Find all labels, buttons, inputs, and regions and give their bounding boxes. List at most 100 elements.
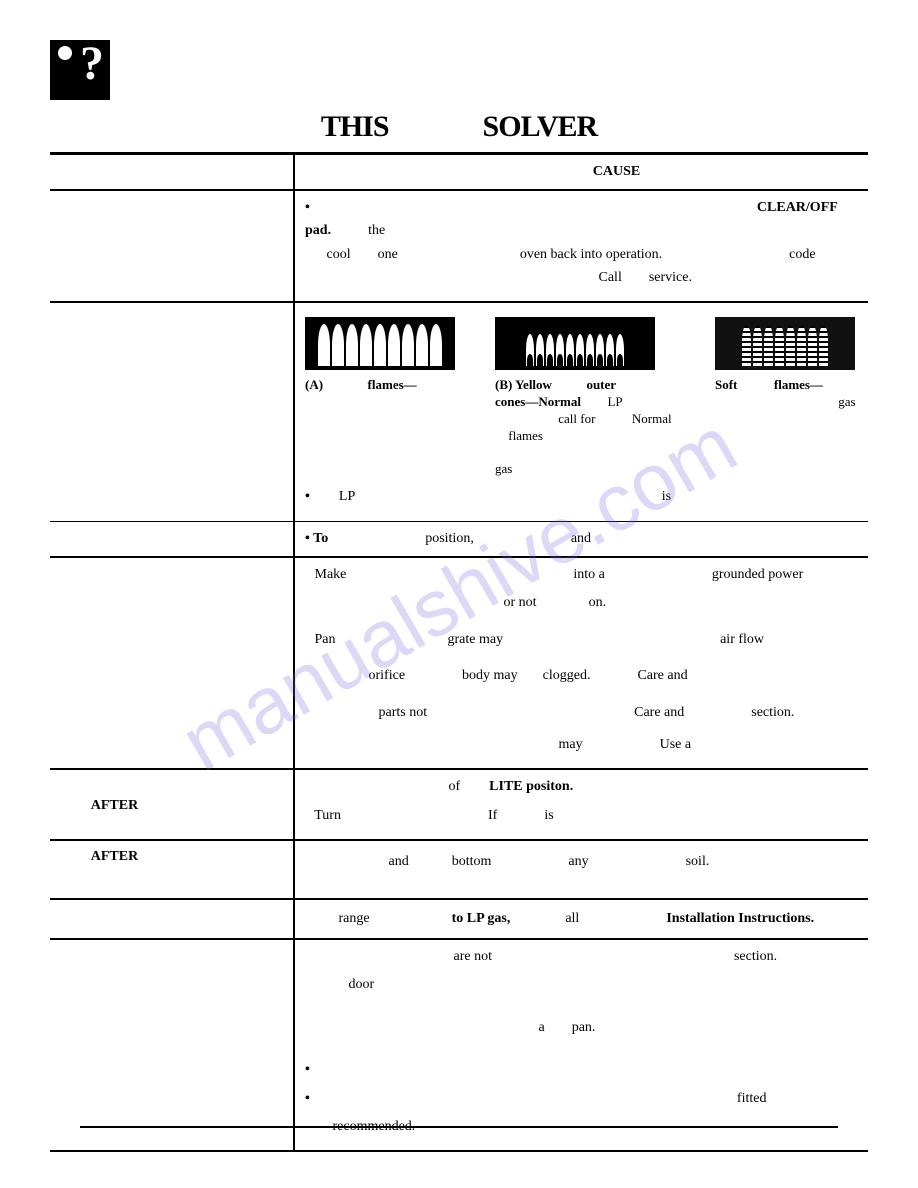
problem-cell (50, 940, 295, 1150)
text: (A) (305, 377, 323, 392)
text: may (559, 737, 583, 752)
text: Installation Instructions. (666, 911, 814, 926)
cause-cell: Make into a grounded power or not on. Pa… (295, 558, 868, 768)
text: flames— (368, 377, 417, 392)
text: parts not (379, 705, 428, 720)
cause-cell: (A) flames— (B) Yellow outer cones—Norma… (295, 303, 868, 521)
cause-cell: and bottom any soil. (295, 841, 868, 897)
text: air flow (720, 632, 764, 647)
text: Turn (314, 808, 341, 823)
table-row: • To position, and (50, 522, 868, 558)
text: section. (751, 705, 794, 720)
text: and (571, 531, 591, 546)
flame-diagrams: (A) flames— (B) Yellow outer cones—Norma… (305, 317, 858, 478)
text: soil. (686, 854, 710, 869)
cause-cell: of LITE positon. Turn If is (295, 770, 868, 839)
text: • To (305, 531, 328, 546)
text: body may (462, 668, 518, 683)
text: position, (425, 531, 474, 546)
text: to LP gas, (452, 911, 511, 926)
text: on. (589, 595, 607, 610)
text: gas (495, 461, 512, 476)
text: Care and (634, 705, 684, 720)
text: and (389, 854, 409, 869)
text: gas (838, 394, 855, 409)
text: orifice (369, 668, 406, 683)
text: a (539, 1020, 545, 1035)
text: oven back into operation. (520, 247, 662, 262)
cause-cell: • To position, and (295, 522, 868, 556)
table-row: are not section. door a pan. • • fitted (50, 940, 868, 1152)
text: bottom (452, 854, 492, 869)
table-row: AFTER of LITE positon. Turn If is (50, 770, 868, 841)
footer-rule (80, 1126, 838, 1128)
text: grate may (448, 632, 504, 647)
text: Normal (632, 411, 672, 426)
table-row: • CLEAR/OFF pad. the cool one oven back … (50, 191, 868, 303)
cause-cell: are not section. door a pan. • • fitted (295, 940, 868, 1150)
problem-cell: AFTER (50, 770, 295, 839)
text: one (378, 247, 398, 262)
text: (B) Yellow (495, 377, 552, 392)
text: Make (315, 567, 347, 582)
text: is (662, 489, 671, 504)
bullet: • (305, 1062, 310, 1077)
bullet: • (305, 1091, 310, 1106)
table-row: range to LP gas, all Installation Instru… (50, 900, 868, 940)
text: Use a (660, 737, 692, 752)
bullet: • (305, 489, 310, 504)
text: clogged. (543, 668, 591, 683)
text: LP (339, 489, 355, 504)
cause-cell: • CLEAR/OFF pad. the cool one oven back … (295, 191, 868, 301)
text: code (789, 247, 815, 262)
title-word-2: SOLVER (483, 110, 598, 144)
problem-cell (50, 303, 295, 521)
text: AFTER (91, 849, 138, 864)
table-row: (A) flames— (B) Yellow outer cones—Norma… (50, 303, 868, 522)
title-word-1: THIS (321, 110, 389, 144)
text: LP (607, 394, 622, 409)
text: AFTER (91, 798, 138, 813)
text: or not (504, 595, 537, 610)
text: If (488, 808, 497, 823)
flame-diagram-b (495, 317, 655, 373)
page-title: THIS SOLVER (50, 110, 868, 155)
text: section. (734, 949, 777, 964)
text: door (349, 977, 375, 992)
text: is (544, 808, 553, 823)
cause-header: CAUSE (295, 155, 868, 189)
text: Pan (315, 632, 336, 647)
text: range (339, 911, 370, 926)
text: Care and (637, 668, 687, 683)
bullet: • (305, 200, 310, 215)
text: call for (558, 411, 595, 426)
text: fitted (737, 1091, 767, 1106)
text: the (368, 223, 385, 238)
table-header: CAUSE (50, 155, 868, 191)
problem-cell (50, 522, 295, 556)
flame-diagram-c (715, 317, 855, 373)
text: all (565, 911, 579, 926)
text: into a (573, 567, 605, 582)
text: any (568, 854, 588, 869)
table-row: AFTER and bottom any soil. (50, 841, 868, 899)
text: pan. (572, 1020, 596, 1035)
text: of (449, 779, 461, 794)
problem-cell (50, 191, 295, 301)
text: cones—Normal (495, 394, 581, 409)
text: flames (508, 428, 543, 443)
text: are not (454, 949, 492, 964)
problem-cell (50, 900, 295, 938)
troubleshoot-table: CAUSE • CLEAR/OFF pad. the cool one oven… (50, 155, 868, 1152)
text: flames— (774, 377, 823, 392)
text: cool (327, 247, 351, 262)
table-row: Make into a grounded power or not on. Pa… (50, 558, 868, 770)
flame-diagram-a (305, 317, 455, 373)
problem-cell (50, 558, 295, 768)
text: LITE positon. (489, 779, 573, 794)
cause-cell: range to LP gas, all Installation Instru… (295, 900, 868, 938)
text: service. (649, 270, 692, 285)
text: grounded power (712, 567, 803, 582)
text: Soft (715, 377, 737, 392)
text: Call (599, 270, 622, 285)
